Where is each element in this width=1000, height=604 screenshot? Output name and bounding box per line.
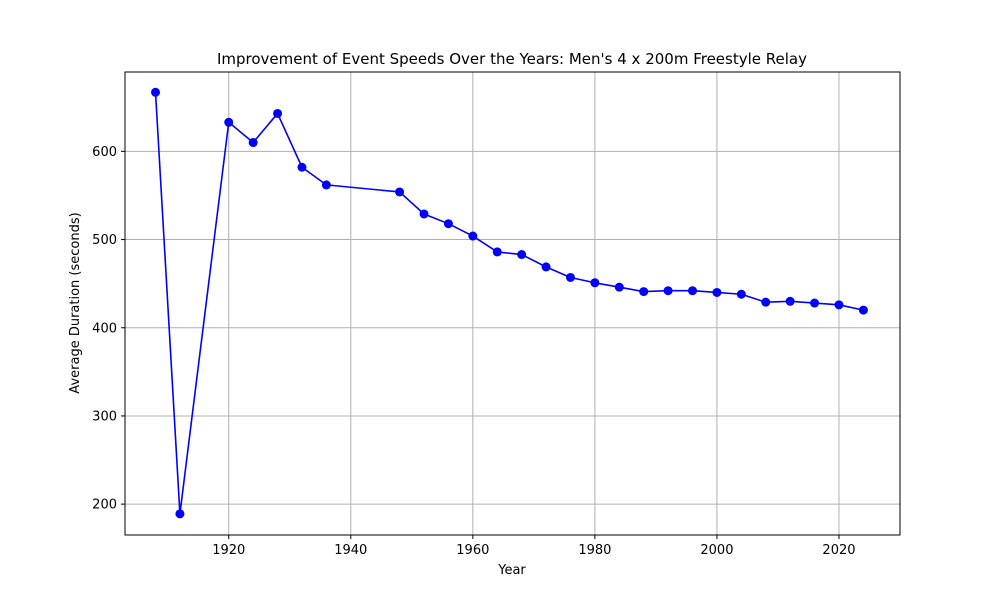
x-tick-label: 2020	[822, 543, 855, 558]
y-tick-label: 200	[92, 498, 117, 513]
data-point	[614, 282, 624, 292]
data-point	[858, 305, 868, 315]
series-line	[154, 92, 864, 515]
y-tick-label: 400	[92, 321, 117, 336]
y-tick-label: 300	[92, 409, 117, 424]
data-point	[785, 296, 795, 306]
y-axis-label: Average Duration (seconds)	[68, 212, 83, 393]
data-point	[541, 262, 551, 272]
data-point	[443, 219, 453, 229]
data-point	[492, 247, 502, 257]
data-point	[639, 287, 649, 297]
data-point	[834, 300, 844, 310]
data-point	[761, 297, 771, 307]
x-axis-label: Year	[497, 563, 526, 578]
plot-frame	[124, 71, 901, 536]
x-tick-label: 2000	[700, 543, 733, 558]
data-point	[517, 250, 527, 260]
y-tick-label: 600	[92, 145, 117, 160]
data-point	[688, 286, 698, 296]
data-point	[565, 272, 575, 282]
grid-layer	[125, 72, 900, 535]
data-point	[273, 108, 283, 118]
data-point	[175, 509, 185, 519]
data-point	[736, 289, 746, 299]
chart-title: Improvement of Event Speeds Over the Yea…	[217, 50, 807, 68]
data-point	[248, 138, 258, 148]
data-point	[810, 298, 820, 308]
y-tick-label: 500	[92, 233, 117, 248]
x-tick-label: 1940	[334, 543, 367, 558]
x-tick-label: 1980	[578, 543, 611, 558]
data-point	[468, 231, 478, 241]
data-point	[712, 287, 722, 297]
data-point	[321, 180, 331, 190]
data-point	[224, 117, 234, 127]
data-point	[151, 87, 161, 97]
data-point	[297, 162, 307, 172]
series-layer	[151, 87, 868, 519]
ticks-layer: 1920 1940 1960 1980 2000 2020 200 300 400 500 600	[92, 145, 855, 558]
data-point	[395, 187, 405, 197]
x-tick-label: 1960	[456, 543, 489, 558]
x-tick-label: 1920	[212, 543, 245, 558]
data-point	[590, 278, 600, 288]
data-point	[419, 209, 429, 219]
data-point	[663, 286, 673, 296]
